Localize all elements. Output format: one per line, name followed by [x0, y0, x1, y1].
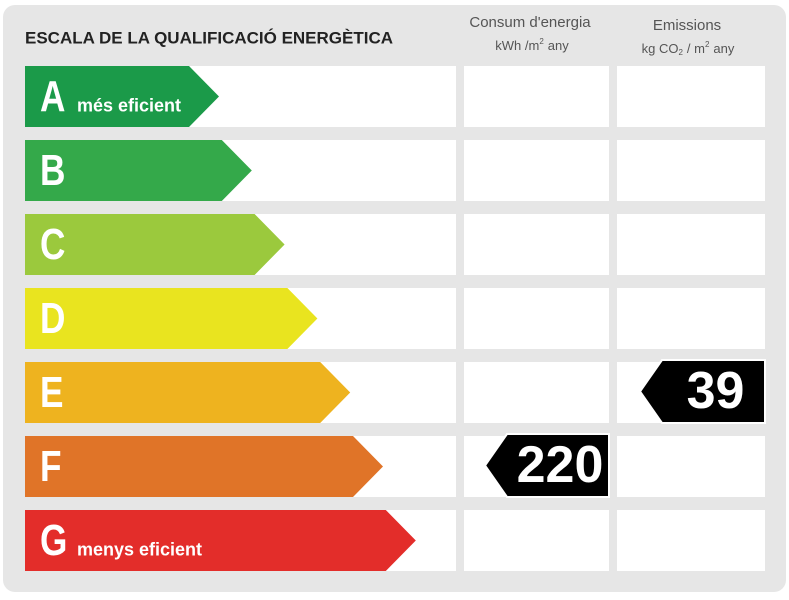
emissions-cell [617, 214, 765, 275]
rating-arrow [25, 288, 318, 349]
consumption-cell [464, 66, 609, 127]
consumption-cell [464, 510, 609, 571]
rating-letter: D [40, 294, 65, 343]
unit-part: any [713, 41, 734, 56]
rating-arrow [25, 362, 351, 423]
column-title: Consum d'energia [469, 14, 591, 31]
result-tag [638, 359, 766, 424]
rating-letter: F [40, 442, 62, 491]
rating-arrow [25, 436, 383, 497]
superscript: 2 [539, 37, 544, 46]
rating-arrow [25, 66, 219, 127]
rating-letter: E [40, 368, 63, 417]
rating-arrow [25, 214, 285, 275]
result-value: 39 [687, 362, 745, 420]
rating-letter: G [40, 516, 67, 565]
emissions-cell [617, 510, 765, 571]
unit-part: kWh /m [495, 38, 539, 53]
emissions-cell [617, 288, 765, 349]
rating-description: menys eficient [77, 539, 202, 559]
rating-letter: A [40, 72, 65, 121]
rating-description: més eficient [77, 95, 181, 115]
emissions-cell [617, 436, 765, 497]
result-tag [483, 433, 610, 498]
title: ESCALA DE LA QUALIFICACIÓ ENERGÈTICA [25, 28, 393, 47]
consumption-cell [464, 288, 609, 349]
superscript: 2 [678, 48, 683, 57]
consumption-cell [464, 214, 609, 275]
result-value: 220 [517, 436, 604, 494]
rating-arrow [25, 140, 252, 201]
emissions-cell [617, 66, 765, 127]
superscript: 2 [705, 40, 710, 49]
column-unit: kg CO2/ m2 any [642, 40, 735, 57]
unit-part: / m [687, 41, 705, 56]
column-unit: kWh /m2 any [495, 37, 569, 53]
rating-arrow [25, 510, 416, 571]
consumption-cell [464, 140, 609, 201]
emissions-cell [617, 140, 765, 201]
unit-part: any [548, 38, 569, 53]
rating-letter: C [40, 220, 65, 269]
unit-part: kg CO [642, 41, 679, 56]
rating-letter: B [40, 146, 65, 195]
consumption-cell [464, 362, 609, 423]
column-title: Emissions [653, 17, 721, 34]
